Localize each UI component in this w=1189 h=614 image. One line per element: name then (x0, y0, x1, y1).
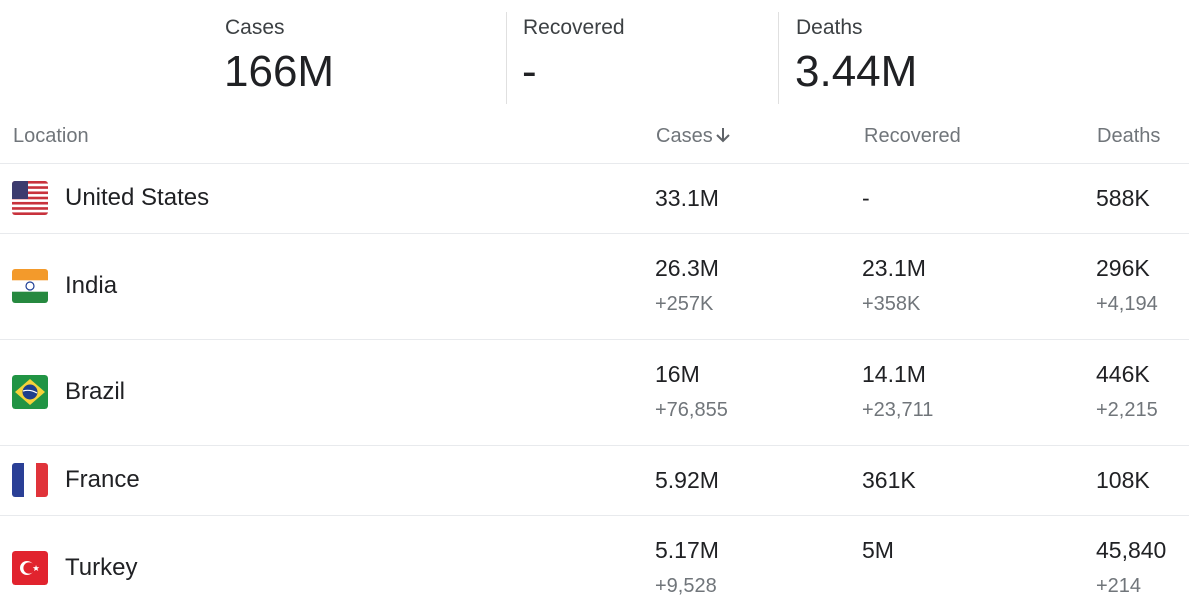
deaths-value: 296K (1096, 255, 1150, 281)
flag-icon (12, 269, 48, 303)
summary-value: 3.44M (795, 47, 918, 96)
location-name[interactable]: United States (65, 184, 210, 211)
row-separator (0, 445, 1189, 446)
column-header[interactable]: Cases (656, 126, 731, 146)
sort-arrow (715, 128, 730, 143)
recovered-value: 14.1M (862, 361, 926, 387)
deaths-new: +214 (1096, 575, 1142, 597)
divider (778, 12, 779, 104)
cases-value: 26.3M (655, 255, 719, 281)
cases-new: +76,855 (655, 399, 728, 421)
column-header-text: Cases (656, 125, 713, 147)
row-separator (0, 339, 1189, 340)
column-header[interactable]: Location (13, 125, 89, 147)
cases-value: 5.17M (655, 537, 719, 563)
flag-icon (12, 375, 48, 409)
deaths-new: +4,194 (1096, 293, 1158, 315)
summary-label: Deaths (796, 16, 863, 39)
deaths-value: 446K (1096, 361, 1150, 387)
location-name[interactable]: France (65, 466, 140, 493)
deaths-value: 45,840 (1096, 537, 1167, 563)
location-name[interactable]: Brazil (65, 378, 126, 405)
cases-value: 5.92M (655, 467, 719, 493)
cases-new: +257K (655, 293, 714, 315)
summary-value: 166M (224, 47, 335, 96)
cases-value: 33.1M (655, 185, 719, 211)
flag-icon (12, 551, 48, 585)
deaths-value: 588K (1096, 185, 1150, 211)
column-header[interactable]: Deaths (1097, 125, 1161, 147)
recovered-new: +358K (862, 293, 921, 315)
flag-icon (12, 181, 48, 215)
summary-value: - (522, 47, 537, 96)
recovered-new: +23,711 (862, 399, 934, 421)
flag-icon (12, 463, 48, 497)
row-separator (0, 163, 1189, 164)
summary-label: Cases (225, 16, 285, 39)
cases-value: 16M (655, 361, 700, 387)
row-separator (0, 515, 1189, 516)
recovered-value: 5M (862, 537, 894, 563)
recovered-value: 23.1M (862, 255, 926, 281)
summary-label: Recovered (523, 16, 625, 39)
cases-new: +9,528 (655, 575, 717, 597)
recovered-value: 361K (862, 467, 916, 493)
deaths-new: +2,215 (1096, 399, 1158, 421)
column-header[interactable]: Recovered (864, 125, 961, 147)
row-separator (0, 233, 1189, 234)
location-name[interactable]: Turkey (65, 554, 138, 581)
location-name[interactable]: India (65, 272, 118, 299)
deaths-value: 108K (1096, 467, 1150, 493)
divider (506, 12, 507, 104)
recovered-value: - (862, 185, 870, 211)
